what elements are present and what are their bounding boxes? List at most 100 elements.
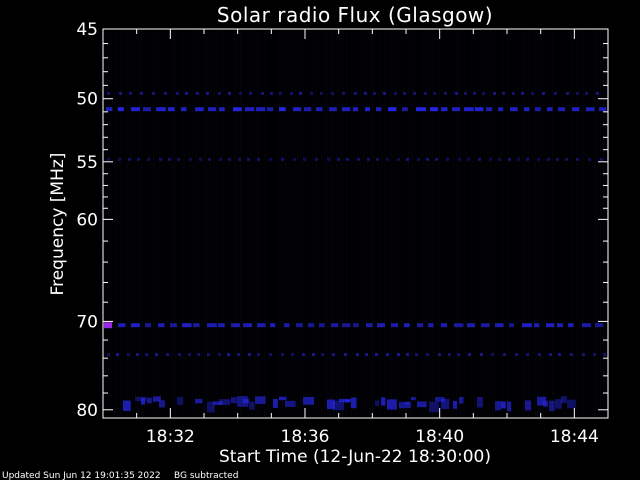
background-streak — [534, 30, 536, 417]
band-segment — [535, 107, 541, 112]
band-dot — [331, 91, 334, 95]
background-streak — [417, 30, 419, 417]
band-patch — [147, 397, 152, 404]
y-tick-label: 50 — [76, 90, 98, 110]
band-dot — [417, 157, 420, 161]
background-streak — [204, 30, 206, 417]
background-streak — [135, 30, 137, 417]
y-tick-label: 45 — [76, 20, 98, 40]
band-dot — [270, 91, 273, 95]
background-streak — [180, 30, 182, 417]
band-patch — [429, 401, 439, 413]
band-dot — [145, 353, 148, 357]
band-dot — [521, 91, 524, 95]
emission-band — [123, 396, 576, 413]
band-dot — [383, 91, 386, 95]
background-streak — [564, 30, 566, 417]
band-patch — [177, 396, 184, 405]
band-dot — [238, 157, 241, 161]
background-streak — [525, 30, 527, 417]
emission-band — [107, 91, 599, 95]
background-streak — [516, 30, 518, 417]
background-streak — [336, 30, 338, 417]
band-dot — [291, 353, 294, 357]
background-streak — [477, 30, 479, 417]
emission-band — [104, 322, 604, 329]
band-patch — [567, 399, 576, 409]
band-segment — [495, 323, 504, 328]
background-streak — [168, 30, 170, 417]
background-streak — [387, 30, 389, 417]
background-streak — [195, 30, 197, 417]
band-dot — [269, 353, 272, 357]
band-segment — [586, 107, 595, 112]
band-segment — [156, 107, 166, 112]
y-tick-label: 70 — [76, 312, 98, 332]
band-dot — [426, 353, 429, 357]
background-streak — [594, 30, 596, 417]
band-dot — [517, 157, 520, 161]
background-streak — [558, 30, 560, 417]
background-streak — [576, 30, 578, 417]
background-streak — [570, 30, 572, 417]
band-dot — [166, 353, 169, 357]
background-streak — [171, 30, 173, 417]
band-segment — [366, 323, 373, 328]
band-patch — [561, 396, 567, 404]
band-segment — [441, 107, 448, 112]
band-dot — [588, 157, 591, 161]
background-streak — [285, 30, 287, 417]
band-dot — [218, 91, 221, 95]
band-segment — [270, 323, 276, 328]
band-segment — [454, 323, 464, 328]
background-streak — [606, 30, 608, 417]
band-dot — [155, 353, 158, 357]
background-streak — [132, 30, 134, 417]
band-segment — [441, 323, 447, 328]
band-dot — [127, 353, 130, 357]
band-segment — [452, 107, 461, 112]
band-segment — [284, 323, 290, 328]
background-streak — [315, 30, 317, 417]
band-segment — [168, 107, 175, 112]
background-streak — [597, 30, 599, 417]
band-patch — [333, 400, 345, 411]
band-dot — [136, 353, 139, 357]
background-streak — [252, 30, 254, 417]
band-segment — [257, 323, 266, 328]
background-streak — [108, 30, 110, 417]
band-dot — [558, 353, 561, 357]
band-dot — [327, 157, 330, 161]
background-streak — [246, 30, 248, 417]
band-dot — [207, 353, 210, 357]
background-streak — [549, 30, 551, 417]
background-streak — [582, 30, 584, 417]
band-dot — [526, 157, 529, 161]
background-streak — [249, 30, 251, 417]
background-streak — [474, 30, 476, 417]
background-streak — [504, 30, 506, 417]
band-patch — [303, 396, 314, 405]
background-streak — [318, 30, 320, 417]
band-segment — [308, 323, 315, 328]
band-dot — [424, 91, 427, 95]
band-dot — [152, 91, 155, 95]
background-streak — [531, 30, 533, 417]
band-dot — [189, 157, 192, 161]
background-streak — [456, 30, 458, 417]
band-dot — [177, 157, 180, 161]
background-streak — [159, 30, 161, 417]
background-streak — [396, 30, 398, 417]
background-streak — [225, 30, 227, 417]
background-streak — [117, 30, 119, 417]
background-streak — [234, 30, 236, 417]
background-streak — [111, 30, 113, 417]
background-streak — [273, 30, 275, 417]
band-patch — [507, 401, 512, 412]
band-patch — [249, 401, 255, 410]
background-streak — [399, 30, 401, 417]
band-dot — [482, 91, 485, 95]
band-dot — [585, 91, 588, 95]
background-streak — [156, 30, 158, 417]
